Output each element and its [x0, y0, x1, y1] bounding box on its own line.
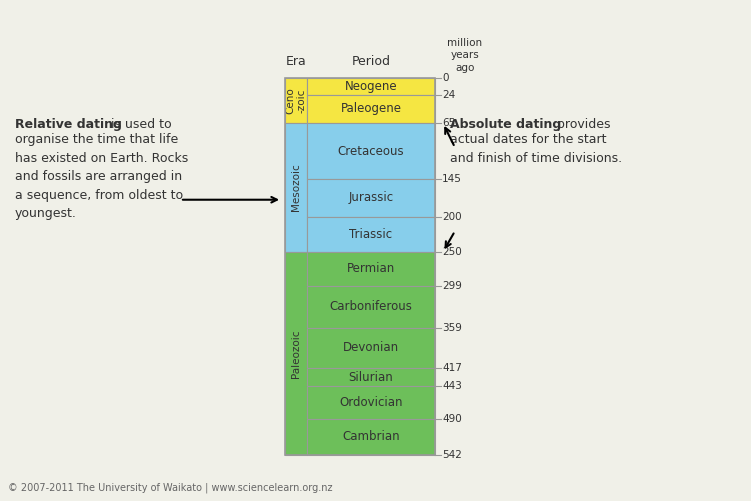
- Text: Period: Period: [351, 55, 391, 68]
- Text: actual dates for the start
and finish of time divisions.: actual dates for the start and finish of…: [450, 133, 622, 164]
- Text: 250: 250: [442, 247, 462, 257]
- Bar: [307, 78, 435, 95]
- Bar: [307, 179, 435, 217]
- Text: Silurian: Silurian: [348, 371, 394, 384]
- Text: Relative dating: Relative dating: [15, 118, 122, 131]
- Bar: [307, 286, 435, 328]
- Text: organise the time that life
has existed on Earth. Rocks
and fossils are arranged: organise the time that life has existed …: [15, 133, 189, 220]
- Text: Carboniferous: Carboniferous: [330, 300, 412, 313]
- Bar: [307, 123, 435, 179]
- Text: provides: provides: [553, 118, 611, 131]
- Text: Jurassic: Jurassic: [348, 191, 394, 204]
- Bar: [307, 368, 435, 386]
- Bar: [307, 419, 435, 455]
- Text: 145: 145: [442, 174, 462, 184]
- Bar: [285, 123, 307, 252]
- Text: 65: 65: [442, 118, 455, 128]
- Bar: [285, 78, 435, 455]
- Text: Paleozoic: Paleozoic: [291, 329, 301, 378]
- Text: Mesozoic: Mesozoic: [291, 164, 301, 211]
- Text: 0: 0: [442, 73, 448, 83]
- Bar: [307, 386, 435, 419]
- Text: Ordovician: Ordovician: [339, 396, 403, 409]
- Text: Ceno
-zoic: Ceno -zoic: [285, 87, 307, 114]
- Text: 359: 359: [442, 323, 462, 333]
- Text: Neogene: Neogene: [345, 80, 397, 93]
- Text: Permian: Permian: [347, 263, 395, 276]
- Bar: [307, 252, 435, 286]
- Text: is used to: is used to: [107, 118, 172, 131]
- Bar: [285, 252, 307, 455]
- Text: 417: 417: [442, 363, 462, 373]
- Text: 443: 443: [442, 381, 462, 391]
- Text: 24: 24: [442, 90, 455, 100]
- Text: Devonian: Devonian: [343, 341, 399, 354]
- Text: 299: 299: [442, 281, 462, 291]
- Bar: [307, 95, 435, 123]
- Text: Paleogene: Paleogene: [340, 102, 402, 115]
- Text: million
years
ago: million years ago: [448, 38, 483, 73]
- Text: Cambrian: Cambrian: [342, 430, 400, 443]
- Text: Cretaceous: Cretaceous: [338, 144, 404, 157]
- Text: © 2007-2011 The University of Waikato | www.sciencelearn.org.nz: © 2007-2011 The University of Waikato | …: [8, 482, 333, 493]
- Bar: [307, 328, 435, 368]
- Text: Triassic: Triassic: [349, 228, 393, 241]
- Text: Era: Era: [285, 55, 306, 68]
- Bar: [285, 78, 307, 123]
- Bar: [307, 217, 435, 252]
- Text: Absolute dating: Absolute dating: [450, 118, 561, 131]
- Text: 542: 542: [442, 450, 462, 460]
- Text: 200: 200: [442, 212, 462, 222]
- Text: 490: 490: [442, 414, 462, 424]
